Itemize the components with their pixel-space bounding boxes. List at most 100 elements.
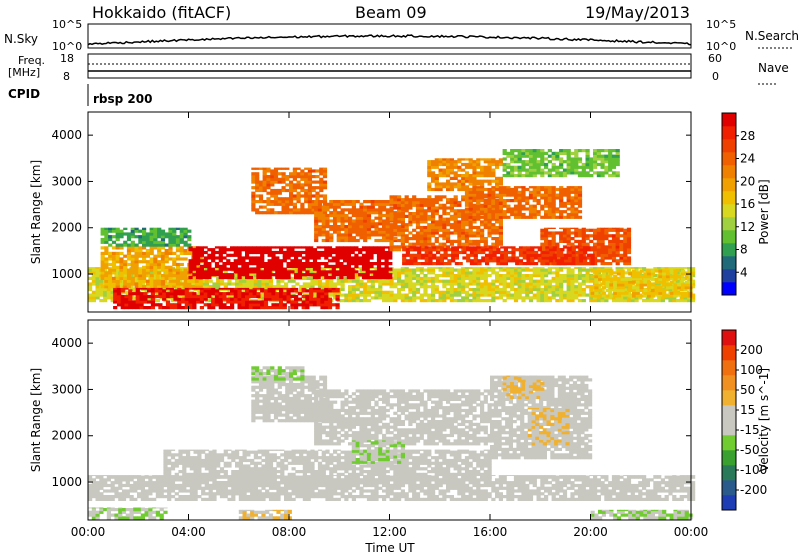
heatmap-cell [525, 276, 530, 280]
heatmap-cell [157, 249, 162, 253]
heatmap-cell [449, 162, 454, 167]
heatmap-cell [413, 248, 418, 252]
heatmap-cell [583, 256, 588, 260]
heatmap-cell [596, 248, 601, 252]
heatmap-cell [521, 268, 526, 272]
heatmap-cell [314, 236, 319, 240]
heatmap-cell [551, 207, 556, 211]
heatmap-cell [626, 290, 632, 294]
heatmap-cell [575, 256, 580, 260]
heatmap-cell [585, 228, 590, 232]
heatmap-cell [165, 306, 171, 310]
heatmap-cell [551, 279, 556, 283]
heatmap-cell [111, 251, 117, 255]
heatmap-cell [113, 306, 118, 310]
heatmap-cell [472, 220, 477, 224]
heatmap-cell [517, 201, 522, 205]
heatmap-cell [302, 282, 307, 286]
heatmap-cell [260, 250, 265, 255]
heatmap-cell [336, 200, 341, 204]
heatmap-cell [466, 256, 471, 260]
heatmap-cell [495, 207, 500, 211]
heatmap-cell [290, 270, 295, 274]
heatmap-cell [434, 160, 439, 164]
heatmap-cell [370, 222, 375, 226]
heatmap-cell [321, 285, 326, 289]
heatmap-cell [261, 285, 266, 289]
heatmap-cell [172, 257, 177, 261]
heatmap-cell [451, 248, 456, 252]
heatmap-cell [528, 190, 534, 194]
heatmap-cell [540, 248, 545, 252]
heatmap-cell [286, 256, 291, 260]
heatmap-cell [645, 276, 650, 280]
heatmap-cell [286, 270, 291, 274]
heatmap-cell [299, 287, 304, 292]
heatmap-cell [473, 262, 478, 266]
heatmap-cell [609, 286, 614, 290]
heatmap-cell [297, 273, 302, 277]
heatmap-cell [464, 237, 470, 241]
heatmap-cell [335, 273, 340, 277]
heatmap-cell [389, 223, 394, 227]
heatmap-cell [297, 253, 302, 257]
heatmap-cell [555, 267, 560, 269]
heatmap-cell [207, 253, 212, 257]
heatmap-cell [149, 251, 154, 255]
heatmap-cell [540, 271, 545, 275]
heatmap-cell [124, 306, 129, 310]
heatmap-cell [123, 271, 128, 275]
heatmap-cell [479, 190, 485, 194]
heatmap-cell [544, 187, 549, 192]
heatmap-cell [491, 287, 496, 292]
heatmap-cell [623, 245, 628, 249]
heatmap-cell [427, 296, 432, 300]
heatmap-cell [149, 279, 154, 283]
heatmap-cell [305, 256, 310, 260]
heatmap-cell [188, 300, 193, 304]
heatmap-cell [270, 175, 275, 179]
heatmap-cell [556, 250, 561, 255]
heatmap-cell [314, 271, 319, 275]
heatmap-cell [537, 256, 542, 260]
heatmap-cell [126, 285, 132, 289]
heatmap-cell [461, 285, 466, 289]
heatmap-cell [251, 200, 256, 204]
heatmap-cell [295, 268, 300, 272]
heatmap-cell [382, 202, 387, 206]
heatmap-cell [282, 246, 287, 249]
heatmap-cell [510, 276, 515, 280]
heatmap-cell [593, 242, 598, 246]
heatmap-cell [286, 287, 291, 290]
heatmap-cell [256, 256, 261, 260]
heatmap-cell [623, 228, 628, 232]
heatmap-cell [457, 285, 462, 289]
heatmap-cell [290, 303, 295, 307]
heatmap-cell [608, 256, 613, 260]
heatmap-cell [162, 297, 167, 301]
heatmap-cell [487, 217, 492, 221]
heatmap-cell [183, 268, 188, 272]
heatmap-cell [443, 250, 448, 255]
heatmap-cell [567, 262, 573, 266]
heatmap-cell [271, 294, 276, 299]
heatmap-cell [319, 169, 324, 173]
heatmap-cell [260, 262, 265, 266]
heatmap-cell [382, 205, 387, 209]
heatmap-cell [412, 237, 417, 241]
heatmap-cell [457, 271, 462, 275]
heatmap-cell [428, 259, 433, 263]
heatmap-cell [454, 246, 459, 249]
heatmap-cell [427, 267, 432, 269]
heatmap-cell [252, 248, 257, 252]
heatmap-cell [434, 287, 439, 292]
heatmap-cell [495, 185, 500, 189]
heatmap-cell [593, 248, 598, 252]
heatmap-cell [537, 253, 542, 257]
heatmap-cell [116, 303, 122, 307]
heatmap-cell [679, 274, 684, 278]
heatmap-cell [361, 262, 367, 266]
heatmap-cell [296, 191, 301, 195]
heatmap-cell [412, 212, 417, 216]
heatmap-cell [567, 259, 573, 263]
